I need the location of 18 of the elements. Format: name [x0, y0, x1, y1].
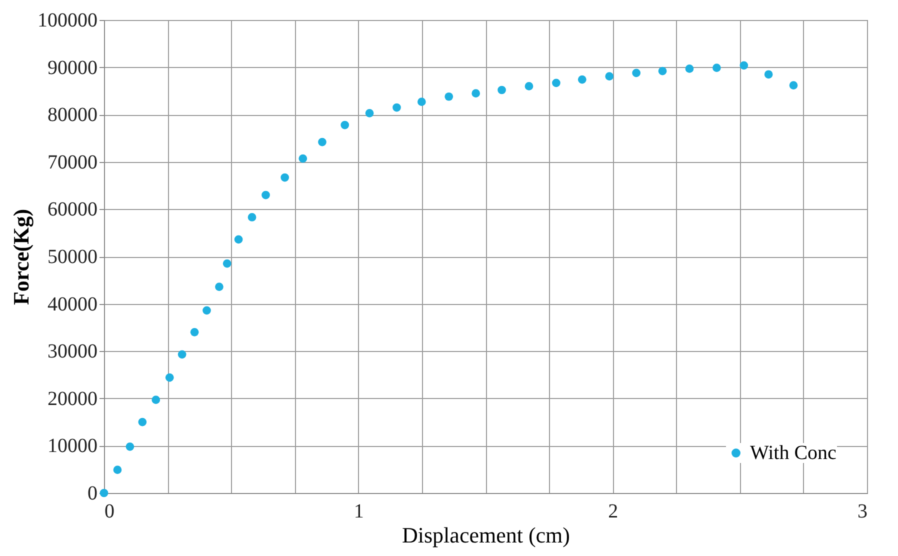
y-tick-label: 90000: [48, 56, 98, 79]
x-axis-title: Displacement (cm): [402, 522, 570, 548]
y-tick-label: 60000: [48, 198, 98, 221]
x-tick-label: 2: [608, 500, 618, 522]
legend-label: With Conc: [750, 442, 837, 464]
y-tick-label: 0: [88, 482, 98, 504]
y-tick-label: 50000: [48, 246, 98, 268]
y-tick-label: 20000: [48, 388, 98, 410]
x-tick-label: 1: [354, 500, 364, 522]
y-tick-label: 10000: [48, 435, 98, 458]
y-tick-label: 80000: [48, 104, 98, 126]
x-tick-label: 0: [104, 500, 114, 522]
y-tick-label: 40000: [48, 293, 98, 316]
y-axis-title: Force(Kg): [8, 208, 34, 306]
y-tick-label: 100000: [38, 10, 98, 32]
y-tick-label: 70000: [48, 151, 98, 174]
y-tick-label: 30000: [48, 340, 98, 363]
x-tick-label: 3: [858, 500, 868, 522]
